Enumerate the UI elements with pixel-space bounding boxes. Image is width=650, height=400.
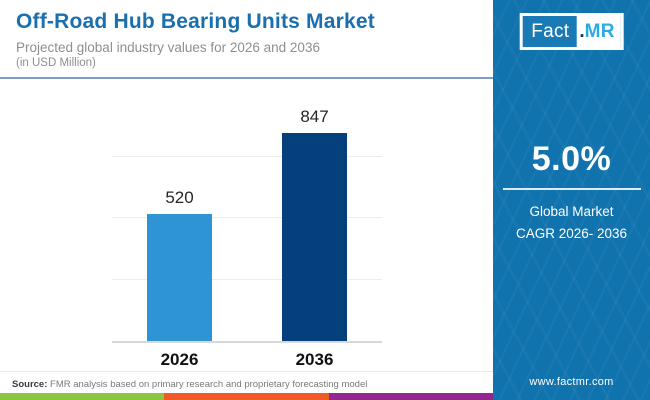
cagr-label-line1: Global Market — [529, 204, 614, 219]
gridline — [112, 279, 382, 280]
logo-dot: . — [579, 20, 585, 42]
footer-stripe-segment — [0, 393, 165, 400]
plot-area: 520 847 — [112, 98, 382, 343]
cagr-divider — [502, 188, 641, 190]
bar-group-2026: 520 — [112, 188, 247, 341]
bar-value-label: 520 — [165, 188, 194, 207]
website-url: www.factmr.com — [529, 376, 614, 388]
source-text: FMR analysis based on primary research a… — [50, 379, 368, 390]
header: Off-Road Hub Bearing Units Market Projec… — [0, 0, 493, 79]
logo-fact-text: Fact — [531, 20, 570, 42]
factmr-logo: Fact . MR — [519, 13, 624, 50]
source-note: Source: FMR analysis based on primary re… — [12, 379, 367, 390]
brand-sidebar: Fact . MR 5.0% Global Market CAGR 2026- 2… — [493, 0, 650, 400]
unit-note: (in USD Million) — [16, 57, 96, 69]
logo-mr-text: MR — [584, 20, 615, 42]
bar-chart: 520 847 2026 2036 — [112, 98, 382, 370]
bar-value-label: 847 — [300, 107, 329, 126]
x-axis-label-2026: 2026 — [160, 350, 199, 369]
source-label: Source: — [12, 379, 48, 390]
footer-divider — [0, 371, 493, 372]
logo-mr-box: . MR — [576, 16, 621, 47]
gridline — [112, 217, 382, 218]
footer-stripe-segment — [328, 393, 493, 400]
gridline — [112, 156, 382, 157]
x-axis-label-2036: 2036 — [295, 350, 334, 369]
cagr-label-line2: CAGR 2026- 2036 — [515, 225, 628, 241]
bar-2036 — [282, 133, 347, 341]
footer: Source: FMR analysis based on primary re… — [0, 368, 493, 400]
page-subtitle: Projected global industry values for 202… — [16, 40, 320, 55]
footer-color-stripe — [0, 393, 493, 400]
page-title: Off-Road Hub Bearing Units Market — [16, 10, 375, 33]
bar-group-2036: 847 — [247, 107, 382, 341]
cagr-block: 5.0% Global Market CAGR 2026- 2036 — [493, 140, 650, 244]
footer-stripe-segment — [164, 393, 329, 400]
bar-2026 — [147, 214, 212, 341]
x-axis: 2026 2036 — [112, 343, 382, 370]
cagr-value: 5.0% — [531, 140, 612, 178]
